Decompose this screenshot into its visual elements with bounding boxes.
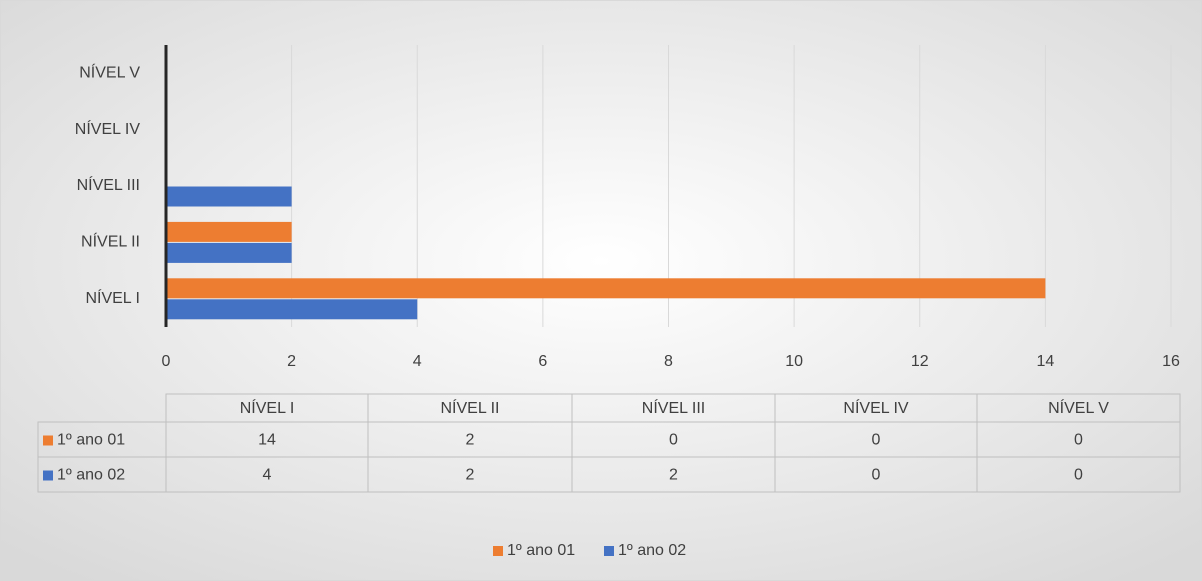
bar [166,186,292,207]
table-series-name: 1º ano 02 [57,467,125,484]
y-tick-label: NÍVEL V [79,62,140,81]
table-header: NÍVEL II [441,398,500,417]
x-tick-label: 6 [538,353,547,370]
legend-label: 1º ano 02 [618,542,686,559]
table-header: NÍVEL IV [843,398,909,417]
bar [166,221,292,242]
x-tick-label: 4 [413,353,422,370]
x-tick-label: 14 [1036,353,1054,370]
table-cell: 2 [466,467,475,484]
table-header: NÍVEL I [240,398,295,417]
x-tick-label: 12 [911,353,929,370]
table-cell: 0 [872,467,881,484]
x-tick-label: 10 [785,353,803,370]
x-tick-label: 16 [1162,353,1180,370]
bar [166,242,292,263]
y-tick-label: NÍVEL I [85,288,140,307]
table-cell: 0 [872,432,881,449]
table-cell: 4 [263,467,272,484]
table-legend-key [43,435,53,446]
table-cell: 2 [466,432,475,449]
y-tick-label: NÍVEL II [81,232,140,251]
y-tick-label: NÍVEL III [77,175,140,194]
table-cell: 2 [669,467,678,484]
table-legend-key [43,470,53,481]
table-cell: 0 [1074,467,1083,484]
legend-key [604,546,614,556]
legend-key [493,546,503,556]
table-header: NÍVEL V [1048,398,1109,417]
table-cell: 0 [1074,432,1083,449]
y-tick-label: NÍVEL IV [75,119,141,138]
table-series-name: 1º ano 01 [57,432,125,449]
table-header: NÍVEL III [642,398,705,417]
x-tick-label: 8 [664,353,673,370]
x-tick-label: 2 [287,353,296,370]
legend-label: 1º ano 01 [507,542,575,559]
table-cell: 14 [258,432,276,449]
x-tick-label: 0 [162,353,171,370]
bar [166,278,1046,299]
table-cell: 0 [669,432,678,449]
bar [166,299,418,320]
